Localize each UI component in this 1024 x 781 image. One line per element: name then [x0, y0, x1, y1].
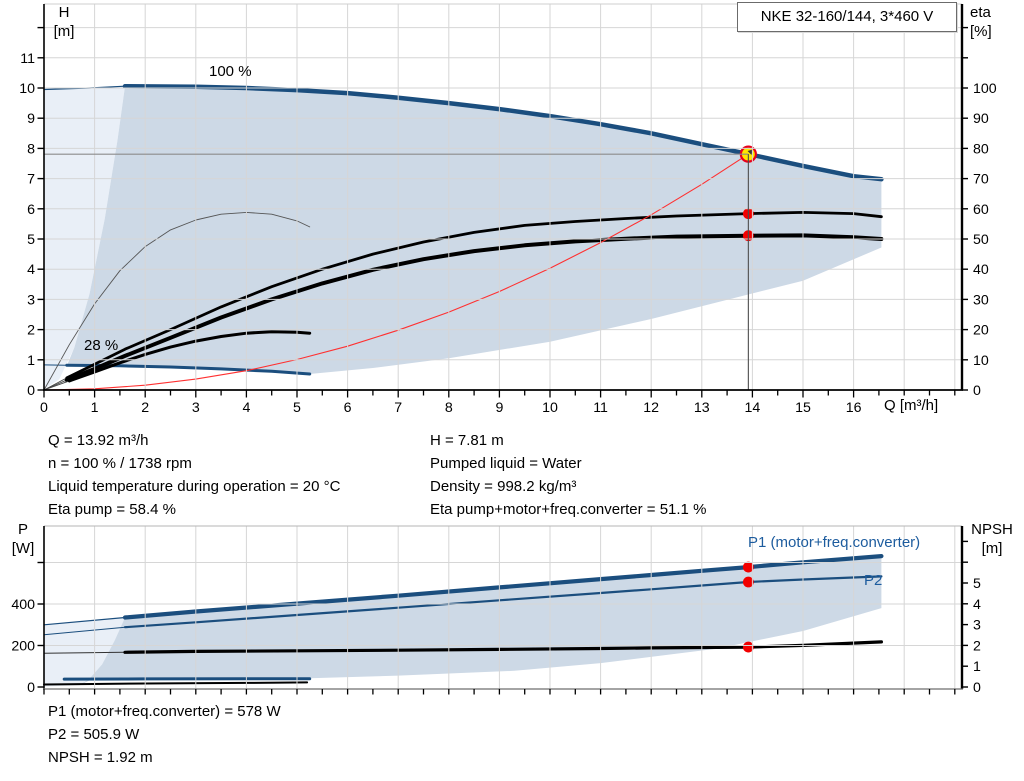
y2-tick-label: 3 — [973, 618, 981, 634]
info-line-eta-total: Eta pump+motor+freq.converter = 51.1 % — [430, 501, 707, 518]
y1-tick-label: 200 — [11, 639, 35, 655]
y1-tick-label: 5 — [27, 232, 35, 248]
p-axis-label: P [W] — [2, 520, 44, 558]
info-line-p1: P1 (motor+freq.converter) = 578 W — [48, 703, 281, 720]
y2-tick-label: 5 — [973, 576, 981, 592]
x-tick-label: 10 — [542, 400, 558, 416]
y2-tick-label: 0 — [973, 383, 981, 399]
curve-npsh-ext — [43, 651, 126, 654]
npsh-axis-symbol: NPSH — [971, 521, 1013, 538]
duty-value-dot — [742, 576, 754, 588]
info-line-liquid: Pumped liquid = Water — [430, 455, 582, 472]
power-info-block: P1 (motor+freq.converter) = 578 W P2 = 5… — [48, 700, 281, 769]
curve-eta-total-28-ext — [43, 380, 70, 391]
duty-value-dot — [742, 641, 754, 653]
info-line-npsh: NPSH = 1.92 m — [48, 749, 153, 766]
x-tick-label: 6 — [344, 400, 352, 416]
y2-tick-label: 20 — [973, 323, 989, 339]
y1-tick-label: 11 — [20, 51, 35, 67]
y2-tick-label: 40 — [973, 262, 989, 278]
y2-tick-label: 4 — [973, 597, 981, 613]
y2-tick-label: 1 — [973, 659, 981, 675]
x-tick-label: 2 — [141, 400, 149, 416]
y2-tick-label: 100 — [973, 81, 997, 97]
info-line-speed: n = 100 % / 1738 rpm — [48, 455, 192, 472]
x-tick-label: 4 — [242, 400, 250, 416]
power-npsh-chart — [43, 554, 884, 687]
y1-tick-label: 10 — [19, 81, 35, 97]
y2-tick-label: 80 — [973, 141, 989, 157]
y1-tick-label: 8 — [27, 141, 35, 157]
y1-tick-label: 0 — [27, 383, 35, 399]
p1-curve-label: P1 (motor+freq.converter) — [748, 534, 921, 551]
curve-p1-ext — [43, 616, 126, 626]
npsh-axis-unit: [m] — [981, 540, 1003, 557]
region-operating-envelope — [66, 86, 882, 374]
x-tick-label: 7 — [394, 400, 402, 416]
y2-tick-label: 50 — [973, 232, 989, 248]
speed-28-label: 28 % — [84, 337, 119, 354]
curve-p2-ext — [43, 626, 126, 636]
x-tick-label: 3 — [192, 400, 200, 416]
y1-tick-label: 3 — [27, 292, 35, 308]
x-tick-label: 9 — [495, 400, 503, 416]
x-tick-label: 13 — [694, 400, 710, 416]
info-line-density: Density = 998.2 kg/m³ — [430, 478, 577, 495]
curve-h-100 — [122, 83, 884, 182]
info-line-q: Q = 13.92 m³/h — [48, 432, 149, 449]
duty-info-right: H = 7.81 m Pumped liquid = Water Density… — [430, 429, 706, 521]
duty-point-arrow-icon — [747, 149, 753, 155]
y2-tick-label: 10 — [973, 353, 989, 369]
x-tick-label: 5 — [293, 400, 301, 416]
p-axis-unit: [W] — [11, 540, 35, 557]
speed-100-label: 100 % — [209, 63, 252, 80]
head-efficiency-chart — [43, 83, 884, 391]
h-axis-unit: [m] — [53, 23, 75, 40]
y1-tick-label: 2 — [27, 323, 35, 339]
p-axis-symbol: P — [17, 521, 28, 538]
x-tick-label: 11 — [593, 400, 608, 416]
region-low-flow-band — [44, 617, 125, 687]
info-line-eta-pump: Eta pump = 58.4 % — [48, 501, 176, 518]
x-tick-label: 1 — [91, 400, 99, 416]
pump-title-box: NKE 32-160/144, 3*460 V — [737, 2, 957, 32]
x-tick-label: 14 — [745, 400, 761, 416]
eta-axis-unit: [%] — [970, 23, 992, 40]
y1-tick-label: 0 — [27, 680, 35, 696]
y2-tick-label: 0 — [973, 680, 981, 696]
duty-info-left: Q = 13.92 m³/h n = 100 % / 1738 rpm Liqu… — [48, 429, 340, 521]
y2-tick-label: 60 — [973, 202, 989, 218]
y2-tick-label: 90 — [973, 111, 989, 127]
y1-tick-label: 4 — [27, 262, 35, 278]
x-tick-label: 12 — [643, 400, 659, 416]
info-line-temperature: Liquid temperature during operation = 20… — [48, 478, 341, 495]
y2-tick-label: 70 — [973, 172, 989, 188]
h-axis-symbol: H — [58, 4, 70, 21]
y2-tick-label: 30 — [973, 292, 989, 308]
x-tick-label: 0 — [40, 400, 48, 416]
h-axis-label: H [m] — [44, 3, 84, 41]
duty-value-dot — [742, 561, 754, 573]
eta-axis-symbol: eta — [970, 4, 991, 21]
x-tick-label: 8 — [445, 400, 453, 416]
y1-tick-label: 7 — [27, 172, 35, 188]
info-line-h: H = 7.81 m — [430, 432, 504, 449]
y1-tick-label: 1 — [27, 353, 35, 369]
curve-eta-pump-28 — [43, 211, 311, 391]
npsh-axis-label: NPSH [m] — [962, 520, 1022, 558]
p2-curve-label: P2 — [864, 572, 883, 589]
info-line-p2: P2 = 505.9 W — [48, 726, 140, 743]
q-axis-label: Q [m³/h] — [884, 397, 939, 414]
y1-tick-label: 6 — [27, 202, 35, 218]
y2-tick-label: 2 — [973, 638, 981, 654]
region-operating-envelope — [79, 556, 882, 686]
y1-tick-label: 400 — [11, 597, 35, 613]
y1-tick-label: 9 — [27, 111, 35, 127]
region-low-flow-band — [44, 86, 125, 390]
x-tick-label: 15 — [795, 400, 811, 416]
eta-axis-label: eta [%] — [970, 3, 1022, 41]
x-tick-label: 16 — [846, 400, 862, 416]
